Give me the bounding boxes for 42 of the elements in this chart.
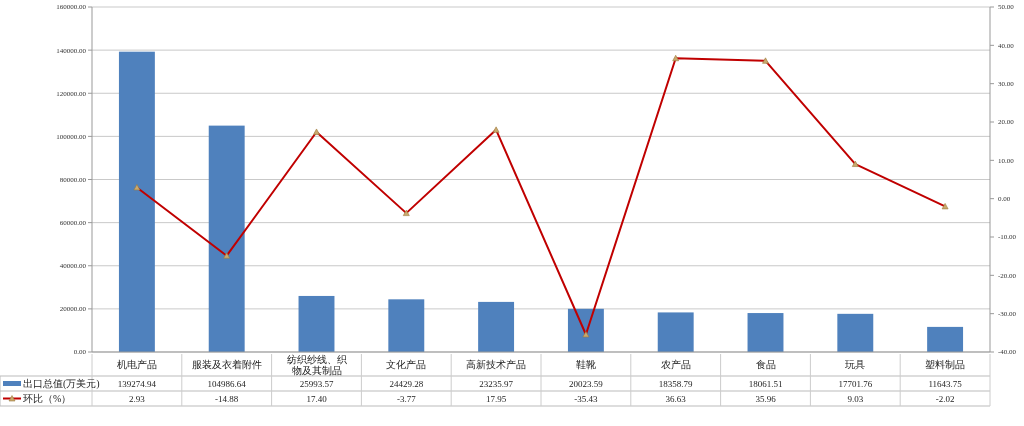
x-tick-label: 农产品: [660, 358, 691, 370]
data-label: -2.02: [935, 393, 955, 404]
data-label: 18358.79: [658, 378, 694, 389]
x-tick-label: 机电产品: [116, 358, 157, 370]
x-tick-label: 塑料制品: [925, 358, 966, 370]
legend-label: 出口总值(万美元): [23, 378, 100, 390]
data-label: 17701.76: [838, 378, 873, 389]
bar: [657, 312, 694, 352]
bar: [298, 295, 335, 352]
data-label: 25993.57: [299, 378, 334, 389]
bar: [478, 301, 515, 352]
data-label: 36.63: [665, 393, 687, 404]
data-label: 35.96: [755, 393, 777, 404]
bar: [747, 313, 784, 352]
data-label: 11643.75: [928, 378, 963, 389]
data-label: 139274.94: [117, 378, 157, 389]
x-tick-label: 高新技术产品: [466, 358, 527, 370]
data-label: 24429.28: [389, 378, 424, 389]
bar: [118, 51, 155, 352]
data-label: 104986.64: [207, 378, 247, 389]
x-tick-label: 鞋靴: [575, 358, 596, 370]
data-label: -3.77: [396, 393, 417, 404]
data-label: 18061.51: [748, 378, 783, 389]
data-label: 23235.97: [479, 378, 514, 389]
bar: [927, 326, 964, 352]
x-tick-label: 食品: [755, 358, 776, 370]
legend-label: 环比（%）: [23, 393, 72, 404]
data-label: -14.88: [215, 393, 239, 404]
bar: [208, 125, 245, 352]
bar: [567, 308, 604, 352]
bar: [388, 299, 425, 352]
x-tick-label: 服装及衣着附件: [191, 358, 262, 370]
x-tick-label: 文化产品: [386, 358, 427, 370]
bar: [837, 313, 874, 352]
data-label: 17.40: [306, 393, 328, 404]
data-label: 9.03: [847, 393, 864, 404]
data-label: -35.43: [574, 393, 599, 404]
data-label: 17.95: [485, 393, 507, 404]
x-tick-label: 纺织纱线、织物及其制品: [286, 353, 347, 376]
data-label: 2.93: [129, 393, 146, 404]
data-label: 20023.59: [569, 378, 604, 389]
x-tick-label: 玩具: [845, 358, 866, 370]
